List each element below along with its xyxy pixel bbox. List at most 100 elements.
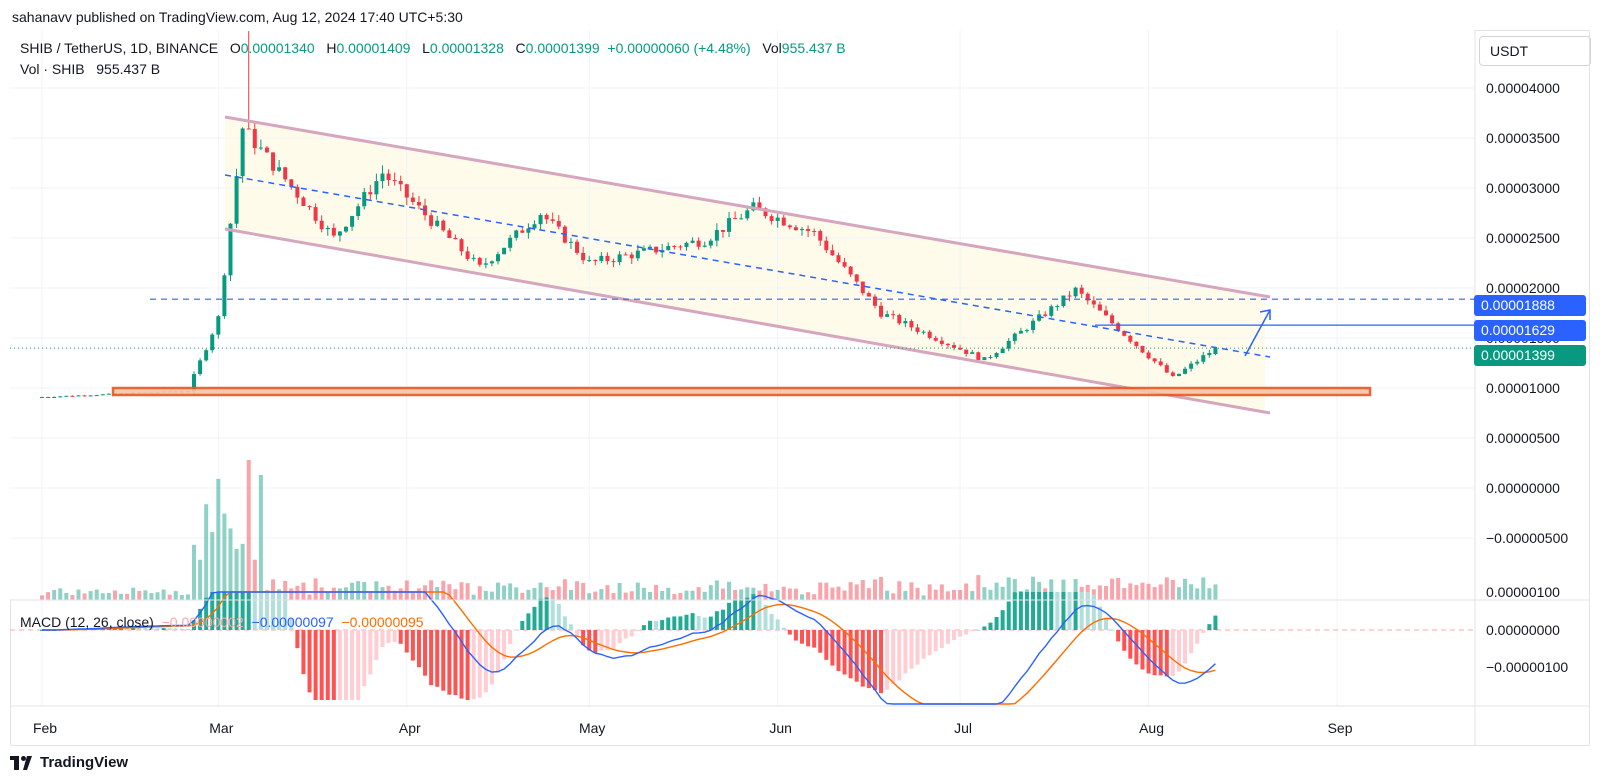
macd-histogram-bar — [362, 630, 367, 687]
candle-body — [429, 215, 434, 226]
candle-body — [909, 321, 914, 328]
volume-bar — [185, 594, 190, 600]
volume-bar — [70, 595, 75, 600]
macd-histogram-bar — [1122, 630, 1127, 651]
tradingview-logo-icon — [10, 755, 32, 770]
volume-bar — [629, 591, 634, 600]
volume-bar — [587, 593, 592, 600]
y-tick-label: 0.00001000 — [1486, 380, 1560, 396]
volume-bar — [477, 586, 482, 600]
candle-body — [702, 245, 707, 247]
macd-histogram-bar — [915, 630, 920, 665]
candle-body — [1110, 315, 1115, 324]
volume-bar — [562, 579, 567, 600]
volume-bar — [885, 590, 890, 600]
macd-histogram-bar — [599, 630, 604, 651]
macd-histogram-bar — [611, 630, 616, 650]
candle-body — [751, 202, 756, 211]
candle-body — [277, 167, 282, 171]
volume-bar — [696, 587, 701, 600]
candle-body — [733, 218, 738, 220]
macd-histogram-bar — [277, 592, 282, 630]
candle-body — [526, 228, 531, 233]
macd-histogram-bar — [781, 627, 786, 630]
candle-body — [410, 197, 415, 202]
candle-body — [514, 230, 519, 238]
volume-bar — [192, 544, 196, 600]
volume-bar — [325, 592, 330, 600]
macd-histogram-bar — [514, 629, 519, 631]
volume-bar — [1091, 589, 1096, 600]
volume-bar — [483, 590, 488, 600]
volume-bar — [173, 591, 178, 600]
candle-body — [1024, 330, 1029, 332]
macd-histogram-bar — [550, 598, 555, 630]
macd-pane — [10, 591, 1475, 705]
x-tick-label: May — [579, 720, 605, 736]
candle-body — [331, 227, 336, 236]
candle-body — [1122, 331, 1127, 336]
macd-histogram-bar — [295, 630, 300, 649]
macd-histogram-bar — [173, 628, 178, 630]
volume-bar — [1116, 577, 1121, 600]
macd-histogram-bar — [1170, 630, 1175, 676]
candle-body — [982, 357, 987, 361]
tradingview-logo[interactable]: TradingView — [10, 754, 128, 771]
x-tick-label: Feb — [33, 720, 57, 736]
candle-body — [435, 220, 440, 226]
candle-body — [1055, 306, 1060, 308]
volume-bar — [252, 559, 257, 600]
y-axis: 0.00004000 0.00003500 0.00003000 0.00002500… — [10, 30, 1590, 745]
volume-bar — [198, 559, 203, 600]
candle-body — [441, 220, 446, 231]
breakout-arrow — [1244, 309, 1271, 357]
legend-l-label: L — [422, 40, 430, 56]
candle-body — [1104, 310, 1108, 316]
brand-text: TradingView — [40, 754, 129, 771]
volume-bar — [1104, 585, 1108, 600]
volume-bar — [654, 584, 659, 600]
macd-histogram-bar — [830, 630, 835, 666]
macd-histogram-bar — [210, 592, 215, 630]
legend-o-label: O — [229, 40, 241, 56]
macd-histogram-bar — [860, 630, 865, 687]
volume-bar — [648, 591, 652, 600]
volume-bar — [745, 587, 750, 600]
volume-bar — [1000, 586, 1005, 600]
macd-histogram-bar — [848, 630, 853, 679]
macd-histogram-bar — [1067, 592, 1072, 630]
macd-histogram-bar — [1097, 606, 1102, 630]
candle-body — [818, 231, 823, 241]
candle-body — [252, 129, 257, 149]
macd-histogram-bar — [167, 628, 172, 630]
candle-body — [708, 240, 713, 246]
volume-bar — [1176, 587, 1181, 600]
macd-histogram-bar — [1134, 630, 1139, 665]
currency-button[interactable]: USDT — [1479, 36, 1591, 66]
volume-bar — [702, 591, 707, 600]
volume-bar — [1037, 581, 1042, 600]
legend-vol-label: Vol — [762, 40, 782, 56]
macd-histogram-bar — [380, 630, 385, 648]
macd-legend: MACD (12, 26, close) −0.00000002 −0.0000… — [20, 614, 424, 630]
candle-body — [678, 246, 683, 248]
support-zone — [111, 386, 1372, 397]
candle-body — [1164, 365, 1169, 373]
volume-bar — [94, 589, 99, 600]
macd-histogram-bar — [1037, 592, 1042, 630]
volume-bar — [119, 593, 124, 600]
candle-body — [1189, 363, 1194, 369]
volume-bar — [970, 591, 975, 600]
candle-body — [842, 262, 847, 267]
candle-body — [860, 281, 865, 294]
macd-histogram-bar — [502, 630, 507, 660]
candle-body — [1049, 306, 1054, 316]
volume-bar — [319, 587, 324, 600]
macd-histogram-bar — [143, 627, 148, 630]
candle-body — [344, 226, 348, 232]
volume-bar — [1158, 584, 1163, 600]
macd-histogram-bar — [453, 630, 458, 696]
candle-body — [240, 128, 245, 177]
volume-bar — [945, 591, 950, 600]
